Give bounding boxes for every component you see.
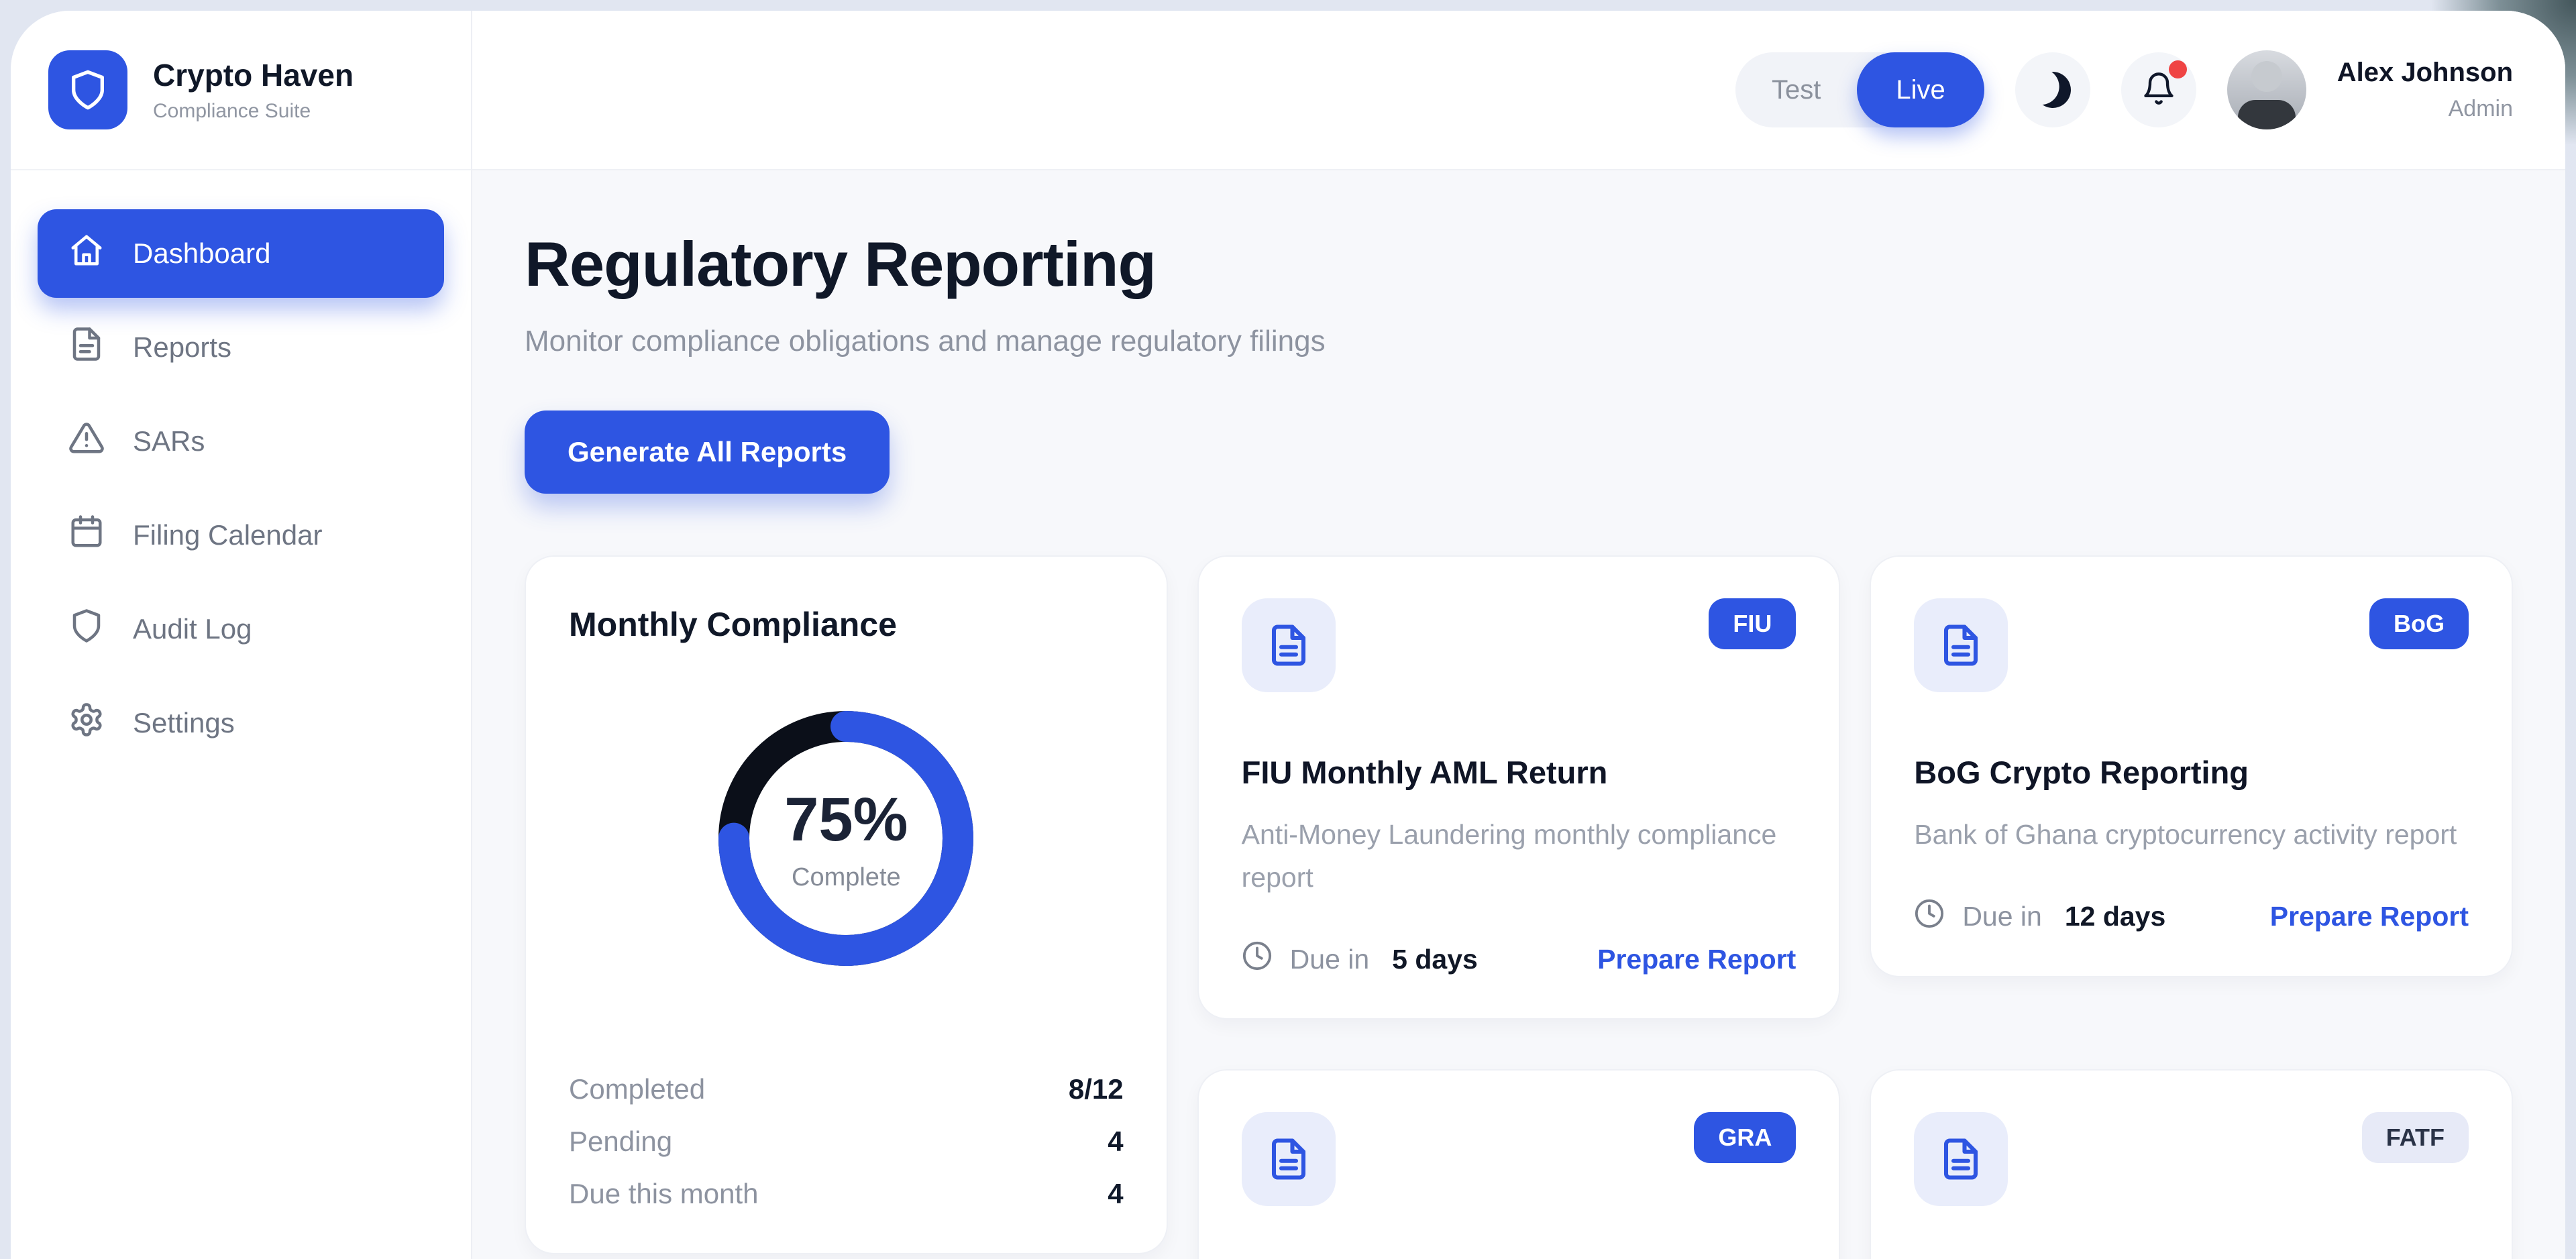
app-subtitle: Compliance Suite — [153, 100, 311, 122]
sidebar-item-label: SARs — [133, 425, 205, 457]
sidebar-item-label: Dashboard — [133, 237, 271, 269]
stat-row-completed: Completed 8/12 — [569, 1073, 1124, 1105]
stat-row-pending: Pending 4 — [569, 1126, 1124, 1158]
sidebar-item-dashboard[interactable]: Dashboard — [38, 209, 444, 298]
report-card-fiu: FIU FIU Monthly AML Return Anti-Money La… — [1197, 555, 1841, 1020]
report-title: BoG Crypto Reporting — [1914, 755, 2249, 790]
donut-label: Complete — [792, 863, 901, 891]
toggle-test-option[interactable]: Test — [1771, 74, 1821, 105]
monthly-compliance-card: Monthly Compliance 75% Complete — [525, 555, 1168, 1254]
due-prefix: Due in — [1962, 901, 2042, 932]
regulator-badge: FIU — [1709, 598, 1796, 649]
cards-grid: Monthly Compliance 75% Complete — [525, 555, 2513, 1259]
shield-icon — [48, 50, 127, 129]
page-content: Regulatory Reporting Monitor compliance … — [472, 170, 2565, 1259]
app-title: Crypto Haven — [153, 58, 354, 93]
regulator-badge: BoG — [2369, 598, 2469, 649]
calendar-icon — [68, 514, 105, 557]
app-window: Crypto Haven Compliance Suite Dashboard … — [11, 11, 2565, 1259]
stat-value: 4 — [1108, 1126, 1124, 1157]
report-description: Anti-Money Laundering monthly compliance… — [1241, 819, 1777, 893]
compliance-stats: Completed 8/12 Pending 4 Due this month … — [569, 1073, 1124, 1210]
dark-mode-button[interactable] — [2015, 52, 2090, 127]
file-text-icon — [1914, 598, 2008, 692]
page-title: Regulatory Reporting — [525, 229, 1157, 299]
sidebar-item-audit-log[interactable]: Audit Log — [38, 585, 444, 673]
user-role: Admin — [2448, 96, 2513, 121]
file-text-icon — [1241, 1112, 1336, 1207]
card-title: Monthly Compliance — [569, 606, 897, 643]
due-info: Due in 12 days — [1914, 898, 2165, 936]
clock-icon — [1242, 940, 1273, 978]
moon-icon — [2030, 67, 2076, 113]
stat-label: Due this month — [569, 1178, 759, 1209]
due-info: Due in 5 days — [1242, 940, 1478, 978]
gear-icon — [68, 702, 105, 745]
regulator-badge: FATF — [2361, 1112, 2469, 1164]
file-text-icon — [1241, 598, 1336, 692]
home-icon — [68, 232, 105, 275]
stat-value: 4 — [1108, 1178, 1124, 1209]
due-value: 12 days — [2064, 901, 2166, 932]
clock-icon — [1914, 898, 1945, 936]
sidebar: Crypto Haven Compliance Suite Dashboard … — [11, 11, 472, 1259]
sidebar-item-filing-calendar[interactable]: Filing Calendar — [38, 491, 444, 580]
stat-row-due-this-month: Due this month 4 — [569, 1178, 1124, 1210]
prepare-report-link[interactable]: Prepare Report — [2269, 901, 2469, 932]
report-description: Bank of Ghana cryptocurrency activity re… — [1914, 819, 2457, 850]
sidebar-item-label: Audit Log — [133, 613, 252, 645]
report-card-gra: GRA GRA VAT/Tax Export Ghana Revenue Aut… — [1197, 1069, 1841, 1259]
shield-icon — [68, 608, 105, 651]
sidebar-item-sars[interactable]: SARs — [38, 397, 444, 486]
avatar[interactable] — [2226, 50, 2306, 129]
file-text-icon — [68, 326, 105, 369]
compliance-donut-chart: 75% Complete — [569, 711, 1124, 966]
prepare-report-link[interactable]: Prepare Report — [1597, 943, 1796, 975]
main-area: Test Live Alex Johnson Admin Regulatory … — [472, 11, 2565, 1259]
due-prefix: Due in — [1289, 943, 1370, 975]
bell-icon — [2141, 71, 2176, 109]
notifications-button[interactable] — [2121, 52, 2196, 127]
toggle-live-option[interactable]: Live — [1857, 52, 1984, 127]
notification-dot — [2168, 60, 2187, 78]
stat-value: 8/12 — [1068, 1073, 1124, 1105]
sidebar-item-settings[interactable]: Settings — [38, 679, 444, 767]
sidebar-item-label: Filing Calendar — [133, 519, 323, 551]
report-card-bog: BoG BoG Crypto Reporting Bank of Ghana c… — [1870, 555, 2513, 977]
generate-all-reports-button[interactable]: Generate All Reports — [525, 410, 890, 494]
regulator-badge: GRA — [1694, 1112, 1796, 1164]
top-header: Test Live Alex Johnson Admin — [472, 11, 2565, 170]
user-meta: Alex Johnson Admin — [2337, 58, 2513, 122]
sidebar-nav: Dashboard Reports SARs Filing Calendar A… — [11, 170, 471, 806]
file-text-icon — [1914, 1112, 2008, 1207]
environment-toggle[interactable]: Test Live — [1735, 52, 1984, 127]
alert-triangle-icon — [68, 420, 105, 463]
sidebar-item-label: Settings — [133, 707, 235, 738]
user-name: Alex Johnson — [2337, 58, 2513, 87]
page-subtitle: Monitor compliance obligations and manag… — [525, 325, 1326, 358]
report-title: FIU Monthly AML Return — [1241, 755, 1608, 790]
app-logo: Crypto Haven Compliance Suite — [11, 11, 471, 170]
report-card-vasp: FATF VASP Quarterly Report Virtual Asset… — [1870, 1069, 2513, 1259]
due-value: 5 days — [1392, 943, 1478, 975]
donut-percent: 75% — [784, 785, 908, 854]
stat-label: Pending — [569, 1126, 673, 1157]
stat-label: Completed — [569, 1073, 706, 1105]
sidebar-item-label: Reports — [133, 331, 232, 363]
sidebar-item-reports[interactable]: Reports — [38, 303, 444, 392]
